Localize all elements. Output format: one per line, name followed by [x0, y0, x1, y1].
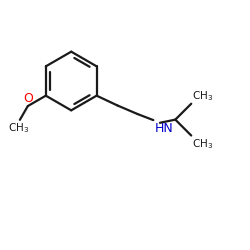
Text: CH$_3$: CH$_3$ — [8, 121, 29, 135]
Text: CH$_3$: CH$_3$ — [192, 89, 214, 102]
Text: HN: HN — [154, 122, 173, 135]
Text: O: O — [23, 92, 33, 105]
Text: CH$_3$: CH$_3$ — [192, 137, 214, 150]
